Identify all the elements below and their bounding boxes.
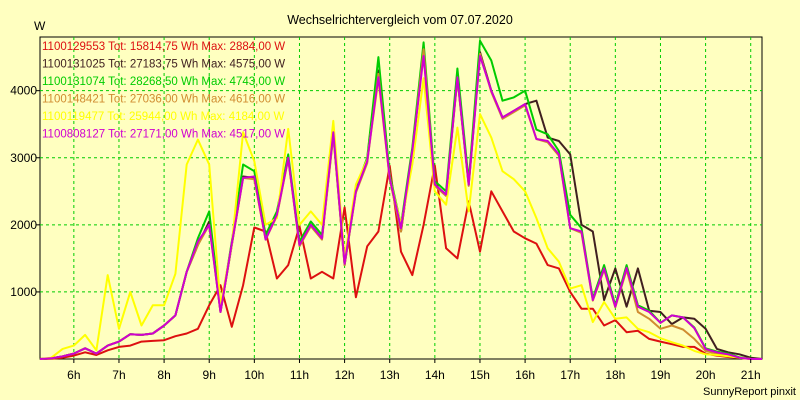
legend-entry-1100131074: 1100131074 Tot: 28268,50 Wh Max: 4743,00…	[42, 76, 285, 88]
x-tick-label: 21h	[741, 368, 761, 382]
x-tick-label: 13h	[380, 368, 400, 382]
x-tick-label: 9h	[203, 368, 216, 382]
legend-entry-1100129553: 1100129553 Tot: 15814,75 Wh Max: 2884,00…	[42, 41, 285, 53]
x-tick-label: 17h	[560, 368, 580, 382]
legend-entry-1100808127: 1100808127 Tot: 27171,00 Wh Max: 4517,00…	[42, 129, 285, 141]
y-tick-label: 3000	[10, 151, 37, 165]
x-axis-ticks: 6h 7h 8h 9h 10h 11h 12h 13h 14h 15h 16h 17h 18h 19h 20…	[67, 359, 761, 382]
x-tick-label: 6h	[67, 368, 80, 382]
legend-entry-1100119477: 1100119477 Tot: 25944,00 Wh Max: 4184,00…	[42, 111, 284, 123]
x-tick-label: 8h	[157, 368, 170, 382]
footer-credit: SunnyReport pinxit	[703, 386, 796, 398]
x-tick-label: 19h	[650, 368, 670, 382]
y-tick-label: 2000	[10, 218, 37, 232]
series-layer	[39, 39, 763, 360]
x-tick-label: 10h	[244, 368, 264, 382]
y-tick-label: 4000	[10, 84, 37, 98]
legend-entry-1100131025: 1100131025 Tot: 27183,75 Wh Max: 4575,00…	[42, 59, 285, 71]
x-tick-label: 14h	[425, 368, 445, 382]
legend-entry-1100148421: 1100148421 Tot: 27036,00 Wh Max: 4616,00…	[42, 94, 285, 106]
x-tick-label: 11h	[290, 368, 309, 382]
x-tick-label: 18h	[605, 368, 625, 382]
legend: 1100129553 Tot: 15814,75 Wh Max: 2884,00…	[42, 41, 285, 141]
series-line-1100808127	[39, 55, 762, 360]
y-axis-label: W	[34, 19, 46, 33]
chart-title: Wechselrichtervergleich vom 07.07.2020	[287, 13, 513, 27]
x-tick-label: 15h	[470, 368, 490, 382]
x-tick-label: 7h	[112, 368, 125, 382]
y-tick-label: 1000	[10, 285, 37, 299]
series-line-1100129553	[39, 164, 763, 360]
x-tick-label: 20h	[696, 368, 716, 382]
y-axis-ticks: 1000 2000 3000 4000	[10, 84, 40, 299]
x-tick-label: 16h	[515, 368, 535, 382]
x-tick-label: 12h	[335, 368, 355, 382]
